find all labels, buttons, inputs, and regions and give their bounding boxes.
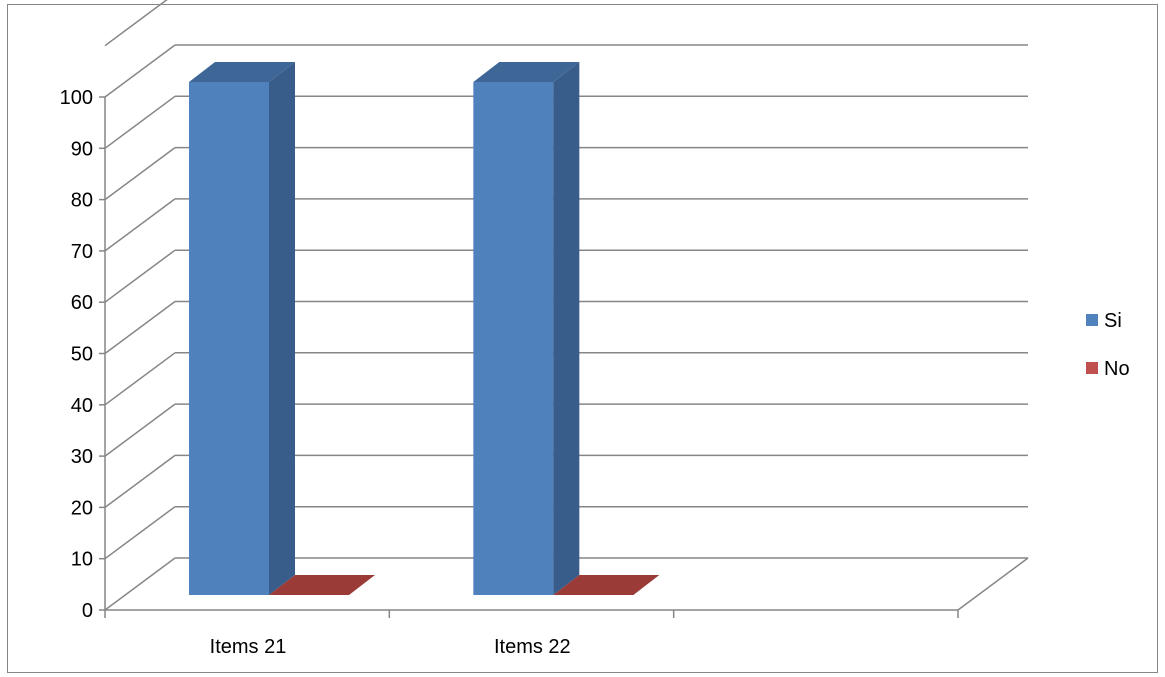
y-tick-label: 30: [71, 446, 93, 468]
y-tick-label: 20: [71, 497, 93, 519]
gridline-diagonal: [104, 506, 176, 560]
legend-swatch-si: [1086, 314, 1098, 326]
axes: [99, 96, 1029, 618]
y-tick-label: 100: [60, 87, 93, 109]
y-tick-label: 40: [71, 395, 93, 417]
y-tick-label: 10: [71, 549, 93, 571]
gridline-diagonal: [104, 44, 176, 98]
gridline-diagonal: [104, 146, 176, 201]
tick-labels: 0 10 20 30 40 50 60 70 80 90 100 Items 21 Items 22: [60, 87, 571, 658]
gridline-diagonal: [104, 557, 176, 611]
bar-si-2-top: [473, 62, 580, 82]
bar-no-1: [269, 575, 375, 595]
bar-si-2: [473, 62, 580, 595]
gridline-diagonal: [104, 198, 176, 252]
gridline-diagonal: [104, 0, 168, 47]
gridline-diagonal: [104, 249, 176, 303]
bar-si-1-side: [269, 62, 295, 595]
legend-label-si: Si: [1104, 310, 1122, 332]
bars: [189, 62, 660, 595]
bar-no-2: [553, 575, 660, 595]
gridline-diagonal: [104, 352, 176, 406]
y-tick-label: 50: [71, 344, 93, 366]
gridlines: [104, 0, 1028, 611]
bar-si-1: [189, 62, 295, 595]
x-tick-label: Items 22: [494, 636, 571, 658]
legend: Si No: [1086, 310, 1130, 380]
bar-si-2-front: [473, 82, 554, 595]
gridline-diagonal: [104, 403, 176, 457]
floor-edge: [957, 557, 1029, 611]
bar-no-2-top: [553, 575, 660, 595]
bar-si-1-front: [189, 82, 269, 595]
x-tick-label: Items 21: [210, 636, 287, 658]
y-tick-label: 70: [71, 241, 93, 263]
legend-swatch-no: [1086, 362, 1098, 374]
y-tick-label: 0: [82, 600, 93, 622]
bar-si-1-top: [189, 62, 295, 82]
legend-label-no: No: [1104, 358, 1130, 380]
gridline-diagonal: [104, 95, 176, 149]
gridline-diagonal: [104, 454, 176, 509]
gridline-diagonal: [104, 300, 176, 355]
y-tick-label: 60: [71, 292, 93, 314]
y-tick-label: 80: [71, 190, 93, 212]
bar-no-1-top: [269, 575, 375, 595]
y-tick-label: 90: [71, 138, 93, 160]
bar-si-2-side: [553, 62, 580, 595]
